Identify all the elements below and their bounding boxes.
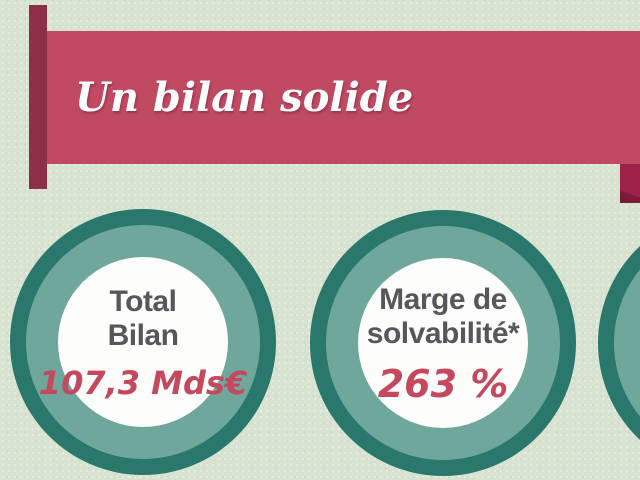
circle-inner-ring: Marge de solvabilité* 263 %: [326, 226, 560, 460]
stat-label: Total Bilan: [108, 285, 179, 352]
stat-circle-marge-solvabilite: Marge de solvabilité* 263 %: [310, 210, 576, 476]
title-banner: Un bilan solide: [47, 31, 640, 164]
stat-label-line2: solvabilité*: [366, 317, 520, 350]
stat-label-line1: Marge de: [379, 283, 507, 317]
stat-label-line2: Bilan: [107, 319, 179, 352]
stat-label: Marge de solvabilité*: [366, 283, 520, 350]
stat-circle-partial: [598, 210, 640, 476]
circle-inner-ring: [614, 226, 640, 460]
page-title: Un bilan solide: [75, 73, 414, 121]
stat-label-line1: Total: [109, 285, 177, 319]
circle-inner-ring: Total Bilan 107,3 Mds€: [26, 225, 260, 459]
stat-value: 263 %: [377, 361, 509, 406]
circle-disc: Total Bilan 107,3 Mds€: [39, 257, 247, 427]
stat-value: 107,3 Mds€: [38, 363, 248, 402]
ribbon-right-fold: [620, 164, 640, 203]
circle-disc: Marge de solvabilité* 263 %: [358, 258, 528, 428]
ribbon-left-bar: [29, 5, 47, 189]
stat-circle-total-bilan: Total Bilan 107,3 Mds€: [10, 209, 276, 475]
